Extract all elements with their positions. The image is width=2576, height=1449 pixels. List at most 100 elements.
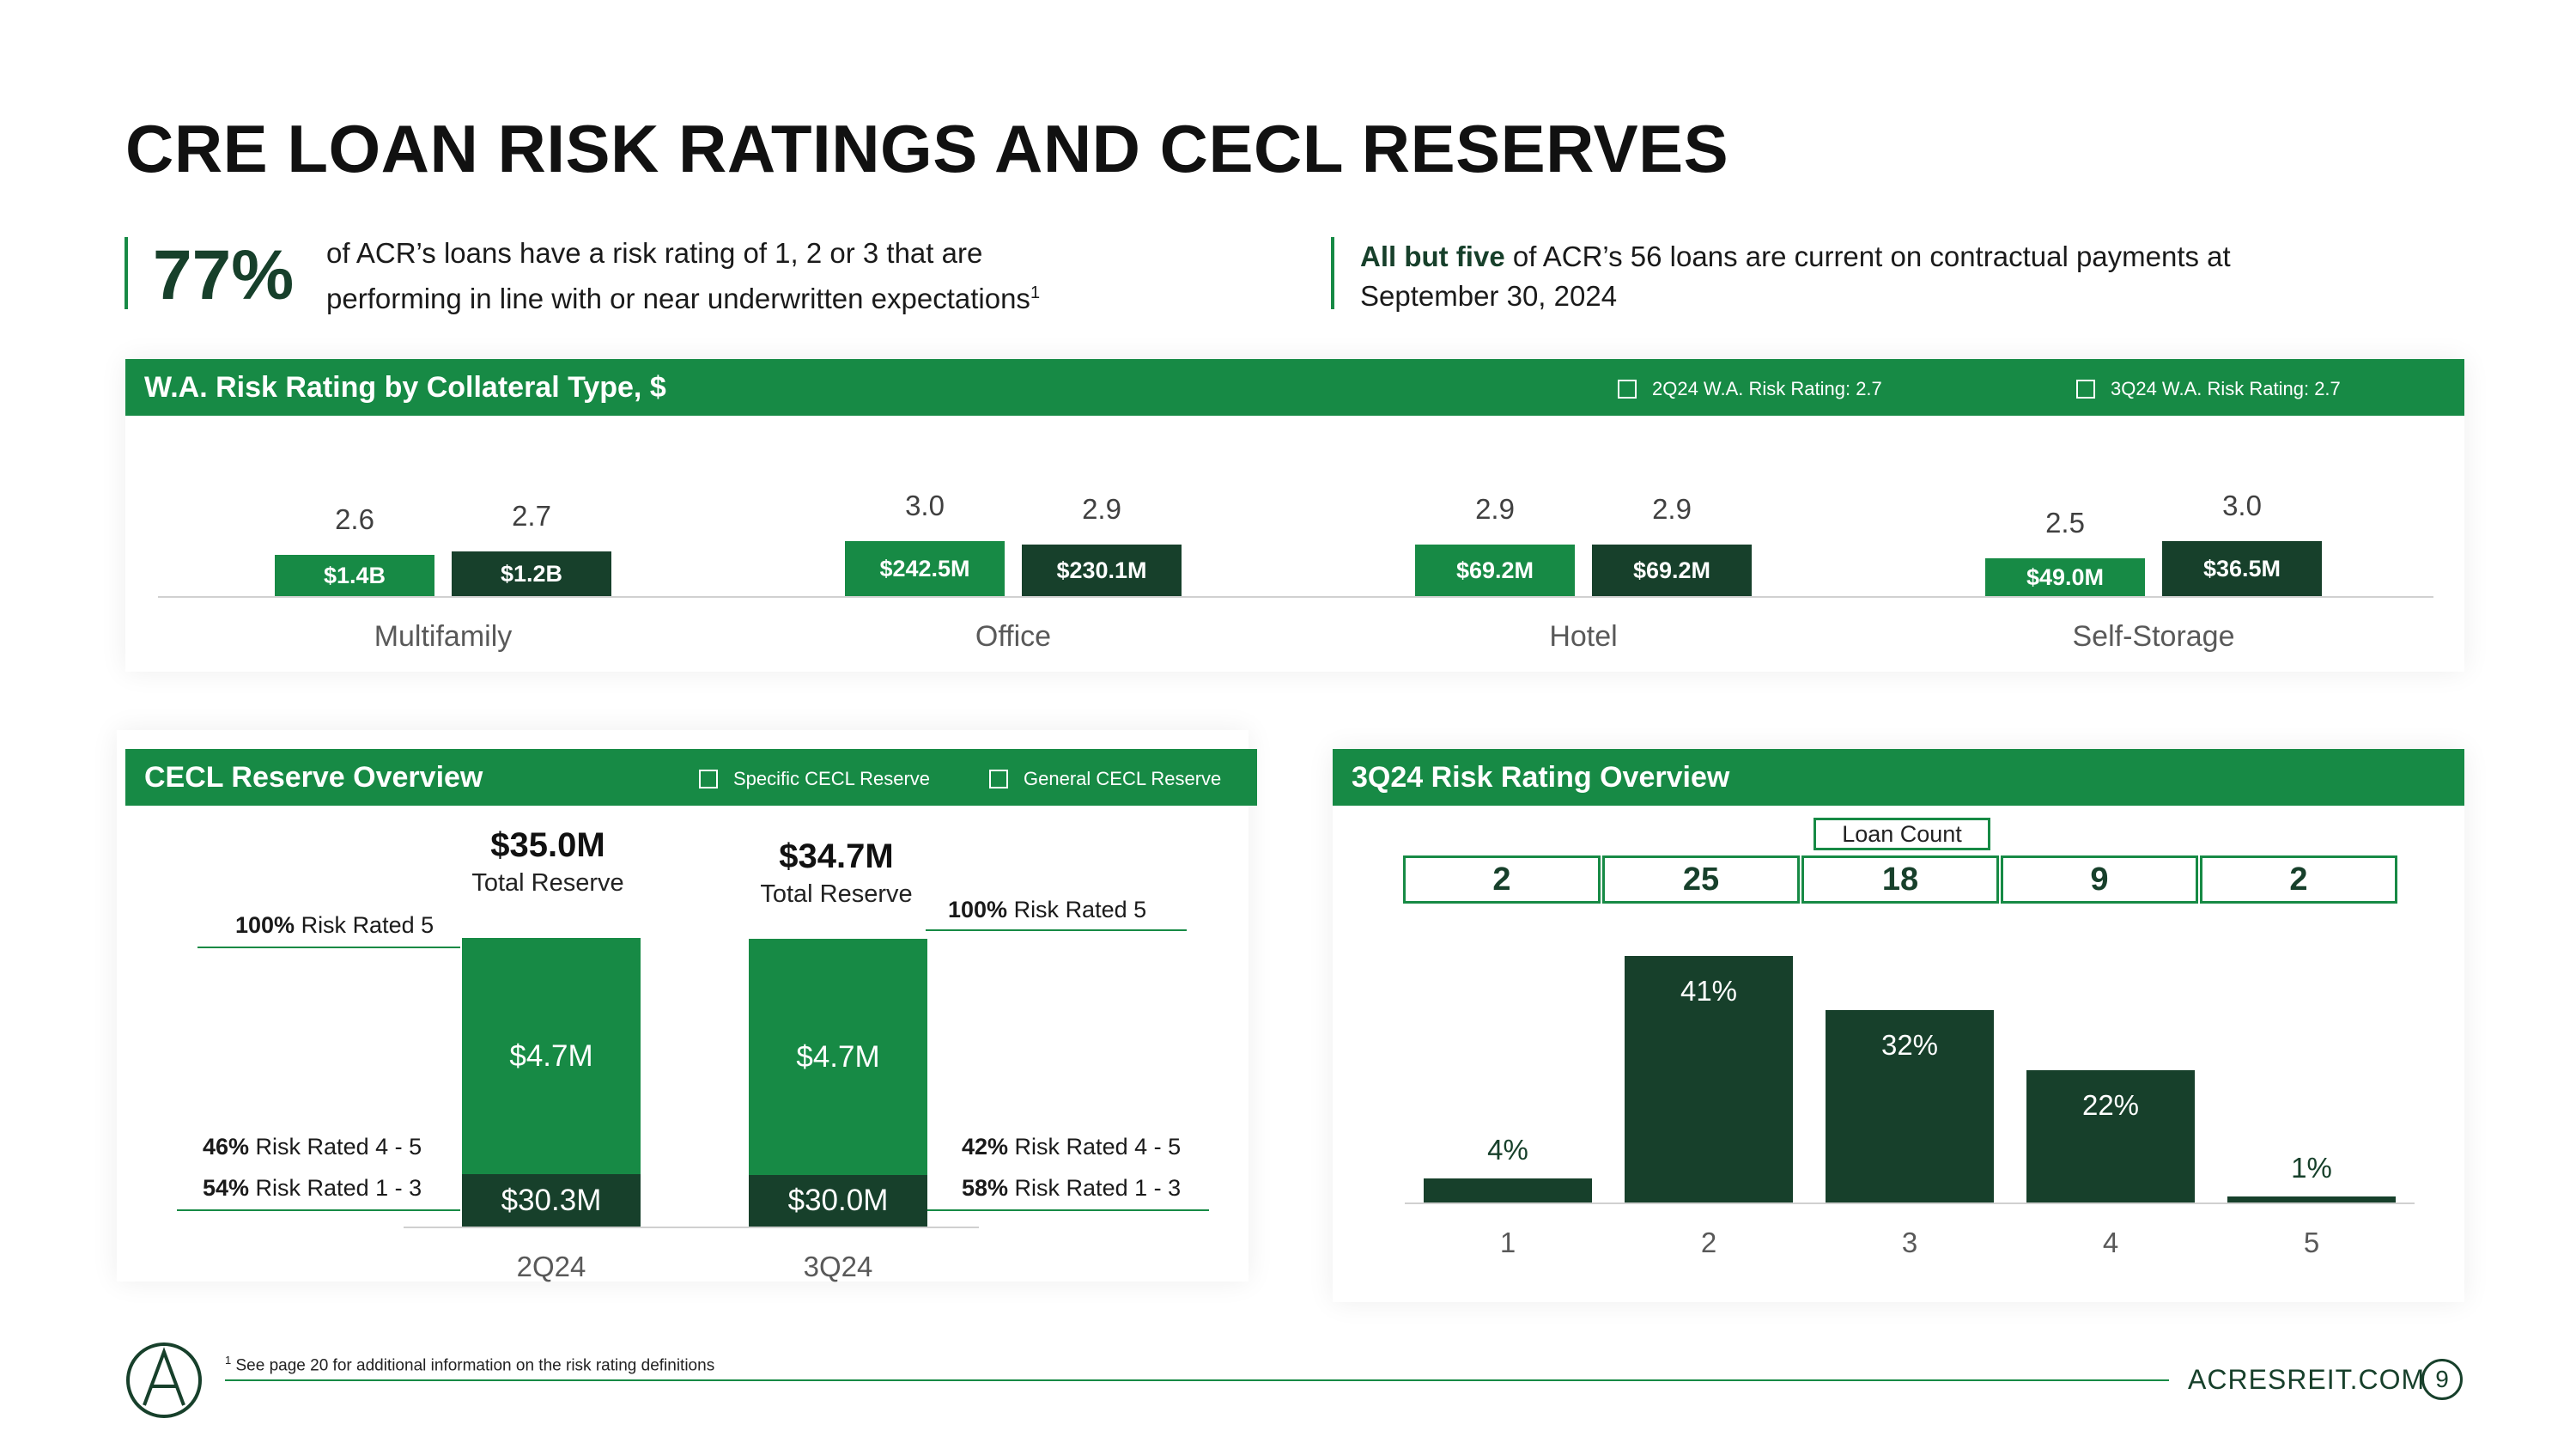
callout-right-line1-wrap: All but five of ACR’s 56 loans are curre… xyxy=(1360,237,2391,277)
cecl-2q24-total: $35.0M xyxy=(490,826,605,864)
page-number: 9 xyxy=(2421,1359,2463,1400)
cecl-2q24-top-line xyxy=(197,947,460,948)
acres-logo-ring xyxy=(126,1342,202,1418)
legend-2q24: 2Q24 W.A. Risk Rating: 2.7 xyxy=(1618,378,1882,400)
risk-rating-axis-1: 1 xyxy=(1499,1227,1516,1258)
wa-rating-2q24-3: 2.5 xyxy=(2045,507,2085,539)
callout-left-line2-wrap: performing in line with or near underwri… xyxy=(326,273,1151,319)
wa-bar-2q24-1: $242.5M xyxy=(845,541,1005,596)
cecl-2q24-note-top: 100% Risk Rated 5 xyxy=(235,912,434,939)
wa-baseline xyxy=(158,596,2433,598)
legend-swatch-3q24 xyxy=(2076,380,2095,399)
legend-3q24: 3Q24 W.A. Risk Rating: 2.7 xyxy=(2076,378,2341,400)
cecl-3q24-note-top: 100% Risk Rated 5 xyxy=(948,897,1146,923)
risk-rating-pct-5: 1% xyxy=(2291,1152,2332,1184)
wa-rating-3q24-1: 2.9 xyxy=(1082,493,1121,525)
callout-right-divider xyxy=(1331,237,1334,309)
callout-right-line1: of ACR’s 56 loans are current on contrac… xyxy=(1504,240,2231,272)
wa-risk-rating-header: W.A. Risk Rating by Collateral Type, $ xyxy=(125,359,2464,416)
wa-bar-3q24-2: $69.2M xyxy=(1592,545,1752,596)
wa-rating-2q24-1: 3.0 xyxy=(905,490,945,521)
loan-count-2: 25 xyxy=(1602,855,1800,904)
cecl-2q24-note-mid: 46% Risk Rated 4 - 5 xyxy=(203,1134,422,1160)
cecl-3q24-note-bot-pct: 58% xyxy=(962,1175,1009,1201)
legend-general-label: General CECL Reserve xyxy=(1024,768,1222,789)
wa-risk-rating-title: W.A. Risk Rating by Collateral Type, $ xyxy=(144,370,666,404)
cecl-3q24-top-line xyxy=(926,929,1187,931)
risk-rating-title: 3Q24 Risk Rating Overview xyxy=(1352,760,1730,794)
wa-bar-3q24-0: $1.2B xyxy=(452,551,611,596)
cecl-3q24-note-mid-text: Risk Rated 4 - 5 xyxy=(1008,1134,1182,1160)
cecl-3q24-note-mid: 42% Risk Rated 4 - 5 xyxy=(962,1134,1181,1160)
legend-specific-label: Specific CECL Reserve xyxy=(733,768,931,789)
risk-rating-bar-3 xyxy=(1826,1010,1994,1202)
wa-bar-2q24-2: $69.2M xyxy=(1415,545,1575,596)
footnote: 1 See page 20 for additional information… xyxy=(225,1354,714,1375)
wa-category-label: Office xyxy=(975,620,1052,653)
page-title: CRE LOAN RISK RATINGS AND CECL RESERVES xyxy=(125,111,1729,186)
loan-count-label: Loan Count xyxy=(1814,818,1990,850)
cecl-title: CECL Reserve Overview xyxy=(144,760,483,794)
legend-swatch-general xyxy=(989,770,1008,788)
risk-rating-pct-4: 22% xyxy=(2081,1089,2140,1121)
risk-rating-bar-4 xyxy=(2026,1070,2195,1202)
callout-right-text: All but five of ACR’s 56 loans are curre… xyxy=(1360,237,2391,316)
wa-category-label: Multifamily xyxy=(374,620,513,653)
legend-swatch-2q24 xyxy=(1618,380,1637,399)
loan-count-1: 2 xyxy=(1403,855,1601,904)
acres-logo xyxy=(126,1342,202,1418)
callout-left-line2: performing in line with or near underwri… xyxy=(326,283,1030,314)
risk-rating-axis-2: 2 xyxy=(1700,1227,1717,1258)
cecl-general-bar-3q24: $30.0M xyxy=(749,1175,927,1227)
cecl-3q24-note-mid-pct: 42% xyxy=(962,1134,1009,1160)
risk-rating-bar-1 xyxy=(1424,1178,1592,1202)
wa-category-label: Hotel xyxy=(1549,620,1618,653)
cecl-panel xyxy=(117,730,1249,1282)
website-link[interactable]: ACRESREIT.COM xyxy=(2188,1364,2426,1395)
legend-3q24-label: 3Q24 W.A. Risk Rating: 2.7 xyxy=(2111,378,2341,399)
cecl-2q24-note-bot-pct: 54% xyxy=(203,1175,250,1201)
acres-logo-letter xyxy=(143,1347,185,1406)
cecl-general-bar-2q24: $30.3M xyxy=(462,1174,641,1227)
cecl-2q24-bottom-line xyxy=(177,1209,460,1211)
cecl-3q24-bottom-line xyxy=(926,1209,1209,1211)
risk-rating-axis-3: 3 xyxy=(1901,1227,1918,1258)
callout-left-text: of ACR’s loans have a risk rating of 1, … xyxy=(326,234,1151,319)
cecl-2q24-note-top-text: Risk Rated 5 xyxy=(295,912,434,938)
wa-rating-3q24-3: 3.0 xyxy=(2222,490,2262,521)
loan-count-5: 2 xyxy=(2200,855,2397,904)
risk-rating-pct-3: 32% xyxy=(1880,1029,1939,1061)
risk-rating-pct-1: 4% xyxy=(1487,1134,1528,1166)
cecl-header: CECL Reserve Overview xyxy=(125,749,1257,806)
risk-rating-pct-2: 41% xyxy=(1680,975,1738,1007)
cecl-3q24-note-bot: 58% Risk Rated 1 - 3 xyxy=(962,1175,1181,1202)
wa-category-label: Self-Storage xyxy=(2072,620,2235,653)
legend-2q24-label: 2Q24 W.A. Risk Rating: 2.7 xyxy=(1652,378,1882,399)
cecl-baseline xyxy=(404,1227,979,1228)
cecl-3q24-note-bot-text: Risk Rated 1 - 3 xyxy=(1008,1175,1182,1201)
legend-swatch-specific xyxy=(699,770,718,788)
callout-percentage: 77% xyxy=(153,236,295,314)
footnote-text: See page 20 for additional information o… xyxy=(231,1356,715,1375)
cecl-specific-bar-3q24: $4.7M xyxy=(749,939,927,1175)
cecl-2q24-note-top-pct: 100% xyxy=(235,912,295,938)
cecl-specific-bar-2q24: $4.7M xyxy=(462,938,641,1175)
risk-rating-bar-2 xyxy=(1625,956,1793,1202)
footer-line xyxy=(225,1379,2169,1381)
wa-rating-3q24-2: 2.9 xyxy=(1652,493,1692,525)
cecl-2q24-note-bot: 54% Risk Rated 1 - 3 xyxy=(203,1175,422,1202)
callout-left-divider xyxy=(125,237,128,309)
risk-rating-bar-5 xyxy=(2227,1196,2396,1202)
wa-rating-2q24-0: 2.6 xyxy=(335,503,374,535)
cecl-category-label: 2Q24 xyxy=(516,1251,586,1282)
cecl-2q24-total-label: Total Reserve xyxy=(471,869,624,897)
risk-rating-baseline xyxy=(1405,1202,2415,1204)
cecl-3q24-total-label: Total Reserve xyxy=(760,880,913,908)
cecl-3q24-note-top-pct: 100% xyxy=(948,897,1008,922)
legend-specific-cecl: Specific CECL Reserve xyxy=(699,768,930,790)
cecl-2q24-note-mid-pct: 46% xyxy=(203,1134,250,1160)
footnote-sup: 1 xyxy=(225,1354,232,1367)
cecl-2q24-note-bot-text: Risk Rated 1 - 3 xyxy=(249,1175,422,1201)
risk-rating-axis-4: 4 xyxy=(2102,1227,2119,1258)
footnote-ref: 1 xyxy=(1030,283,1041,302)
